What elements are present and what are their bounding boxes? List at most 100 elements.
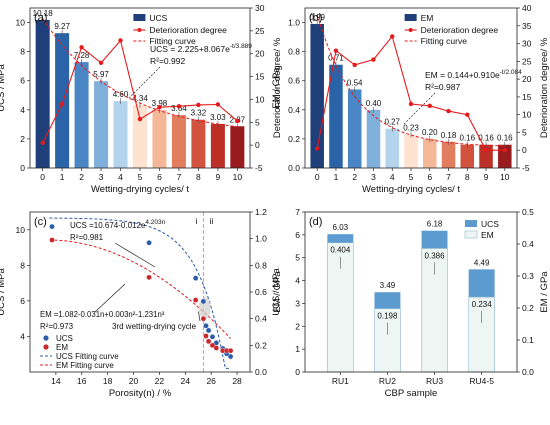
d-ytick-label: 2 [295,321,300,331]
c-em-point [205,338,212,345]
c-legend-ucs-marker [43,335,49,341]
c-xlabel: Porosity(n) / % [109,388,172,399]
d-frame [304,211,518,373]
c-ucs-point [203,322,209,329]
d-y2label: EM / GPa [539,271,550,313]
b-y2tick-label: 15 [522,92,532,102]
c-ucs-point [205,327,212,334]
c-ylabel: UCS / MPa [0,268,7,316]
c-xtick-label: 24 [181,376,191,386]
a-ytick-label: 10 [16,18,26,28]
a-bar-value-label: 3.03 [210,113,226,122]
a-legend-bar-label: UCS [149,13,167,23]
c-annotation-pointer [198,311,201,322]
c-em-point [192,297,199,303]
b-deterioration-point [446,108,451,114]
a-bar-value-label: 4.60 [113,90,129,99]
b-deterioration-point [352,62,357,68]
a-y2tick-label: -5 [255,163,263,173]
b-xtick-label: 6 [427,172,432,182]
c-legend-em-fit-label: EM Fitting curve [56,361,114,370]
a-bar [191,119,206,168]
c-ucs-point [49,223,55,230]
a-y2tick-label: 5 [255,117,260,127]
b-xtick-label: 4 [390,172,395,182]
d-legend-ucs-swatch [465,220,477,227]
a-bar-value-label: 3.64 [171,104,187,113]
d-ytick-label: 7 [295,207,300,217]
d-y2tick-label: 0.5 [522,207,534,217]
b-xtick-label: 0 [315,172,320,182]
a-deterioration-point [235,118,240,124]
a-ytick-label: 8 [20,47,25,57]
b-y2tick-label: 5 [522,127,527,137]
c-y2tick-label: 0.8 [255,260,267,270]
d-em-value-label: 0.404 [330,246,351,255]
b-r2: R²=0.987 [425,82,460,92]
d-legend-em-label: EM [481,230,494,240]
d-ytick-label: 3 [295,298,300,308]
d-y2tick-label: 0.1 [522,335,534,345]
c-ytick-label: 4 [20,331,25,341]
b-legend-bar-label: EM [421,13,434,23]
b-deterioration-point [483,148,489,153]
b-bar-value-label: 0.99 [309,13,325,22]
b-equation-pointer [402,92,436,126]
d-xtick-label: RU1 [332,376,349,386]
d-ytick-label: 0 [295,367,300,377]
d-em-value-label: 0.386 [425,251,446,260]
a-fitting-curve [42,18,238,128]
b-bar-value-label: 0.40 [366,99,382,108]
c-em-fitting-curve [49,239,231,339]
c-ucs-equation: UCS =10.674-0.012e4.203n [70,219,166,230]
a-legend-fit-label: Fitting curve [149,36,196,46]
b-ytick-label: 0.4 [288,105,300,115]
a-bar [210,123,225,168]
b-deterioration-point [333,48,339,53]
a-xlabel: Wetting-drying cycles/ t [91,184,189,195]
d-ucs-value-label: 3.49 [380,281,396,290]
a-equation-pointer [127,66,161,100]
b-ytick-label: 0.0 [288,163,300,173]
b-xtick-label: 9 [484,172,489,182]
a-ytick-label: 2 [20,134,25,144]
c-ucs-equation-pointer [114,242,156,268]
a-bar [74,62,89,168]
b-deterioration-point [314,146,320,151]
c-em-point [203,333,209,339]
panel-a-ucs-chart: 10.18 0 9.27 1 7.28 2 5.97 3 4.60 4 4.34 5 3.98 6 3.64… [0,3,283,195]
b-xtick-label: 2 [352,172,357,182]
b-legend-fit-label: Fitting curve [421,36,468,46]
b-ytick-label: 0.8 [288,47,300,57]
a-bar [113,101,128,168]
b-legend-det-marker [408,28,413,32]
a-ytick-label: 6 [20,76,25,86]
a-bar [152,110,167,168]
a-equation: UCS = 2.225+8.067e-t/3.889 [150,43,252,54]
c-ucs-equation-base: UCS =10.674-0.012e [70,221,146,230]
a-deterioration-point [98,60,104,66]
a-bar [230,126,245,168]
a-y2tick-label: 20 [255,49,265,59]
d-ytick-label: 4 [295,276,300,286]
b-bar [460,144,475,168]
b-bar-value-label: 0.16 [497,134,513,143]
a-deterioration-point [40,140,45,146]
a-bar-value-label: 4.34 [132,94,148,103]
b-deterioration-point [371,57,376,62]
d-y2tick-label: 0.4 [522,239,534,249]
c-ytick-label: 8 [20,260,25,270]
b-ylabel: EM / GPa [271,67,282,109]
b-y2label: Deterioration degree/ % [539,37,550,138]
c-legend-em-label: EM [56,343,68,352]
a-deterioration-point [79,45,84,50]
d-xtick-label: RU3 [426,376,443,386]
c-ytick-label: 10 [16,225,26,235]
c-y2tick-label: 0.6 [255,287,267,297]
a-ytick-label: 0 [20,163,25,173]
b-bar [404,134,418,168]
a-xtick-label: 0 [40,172,45,182]
a-deterioration-point [215,102,221,107]
a-xtick-label: 7 [177,172,182,182]
